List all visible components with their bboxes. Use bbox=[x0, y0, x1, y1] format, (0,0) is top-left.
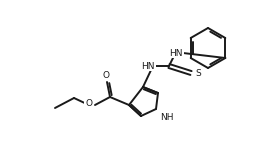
Text: O: O bbox=[85, 99, 92, 108]
Text: S: S bbox=[195, 68, 201, 77]
Text: HN: HN bbox=[169, 48, 183, 57]
Text: O: O bbox=[103, 71, 110, 80]
Text: HN: HN bbox=[141, 61, 155, 71]
Text: NH: NH bbox=[160, 113, 174, 123]
